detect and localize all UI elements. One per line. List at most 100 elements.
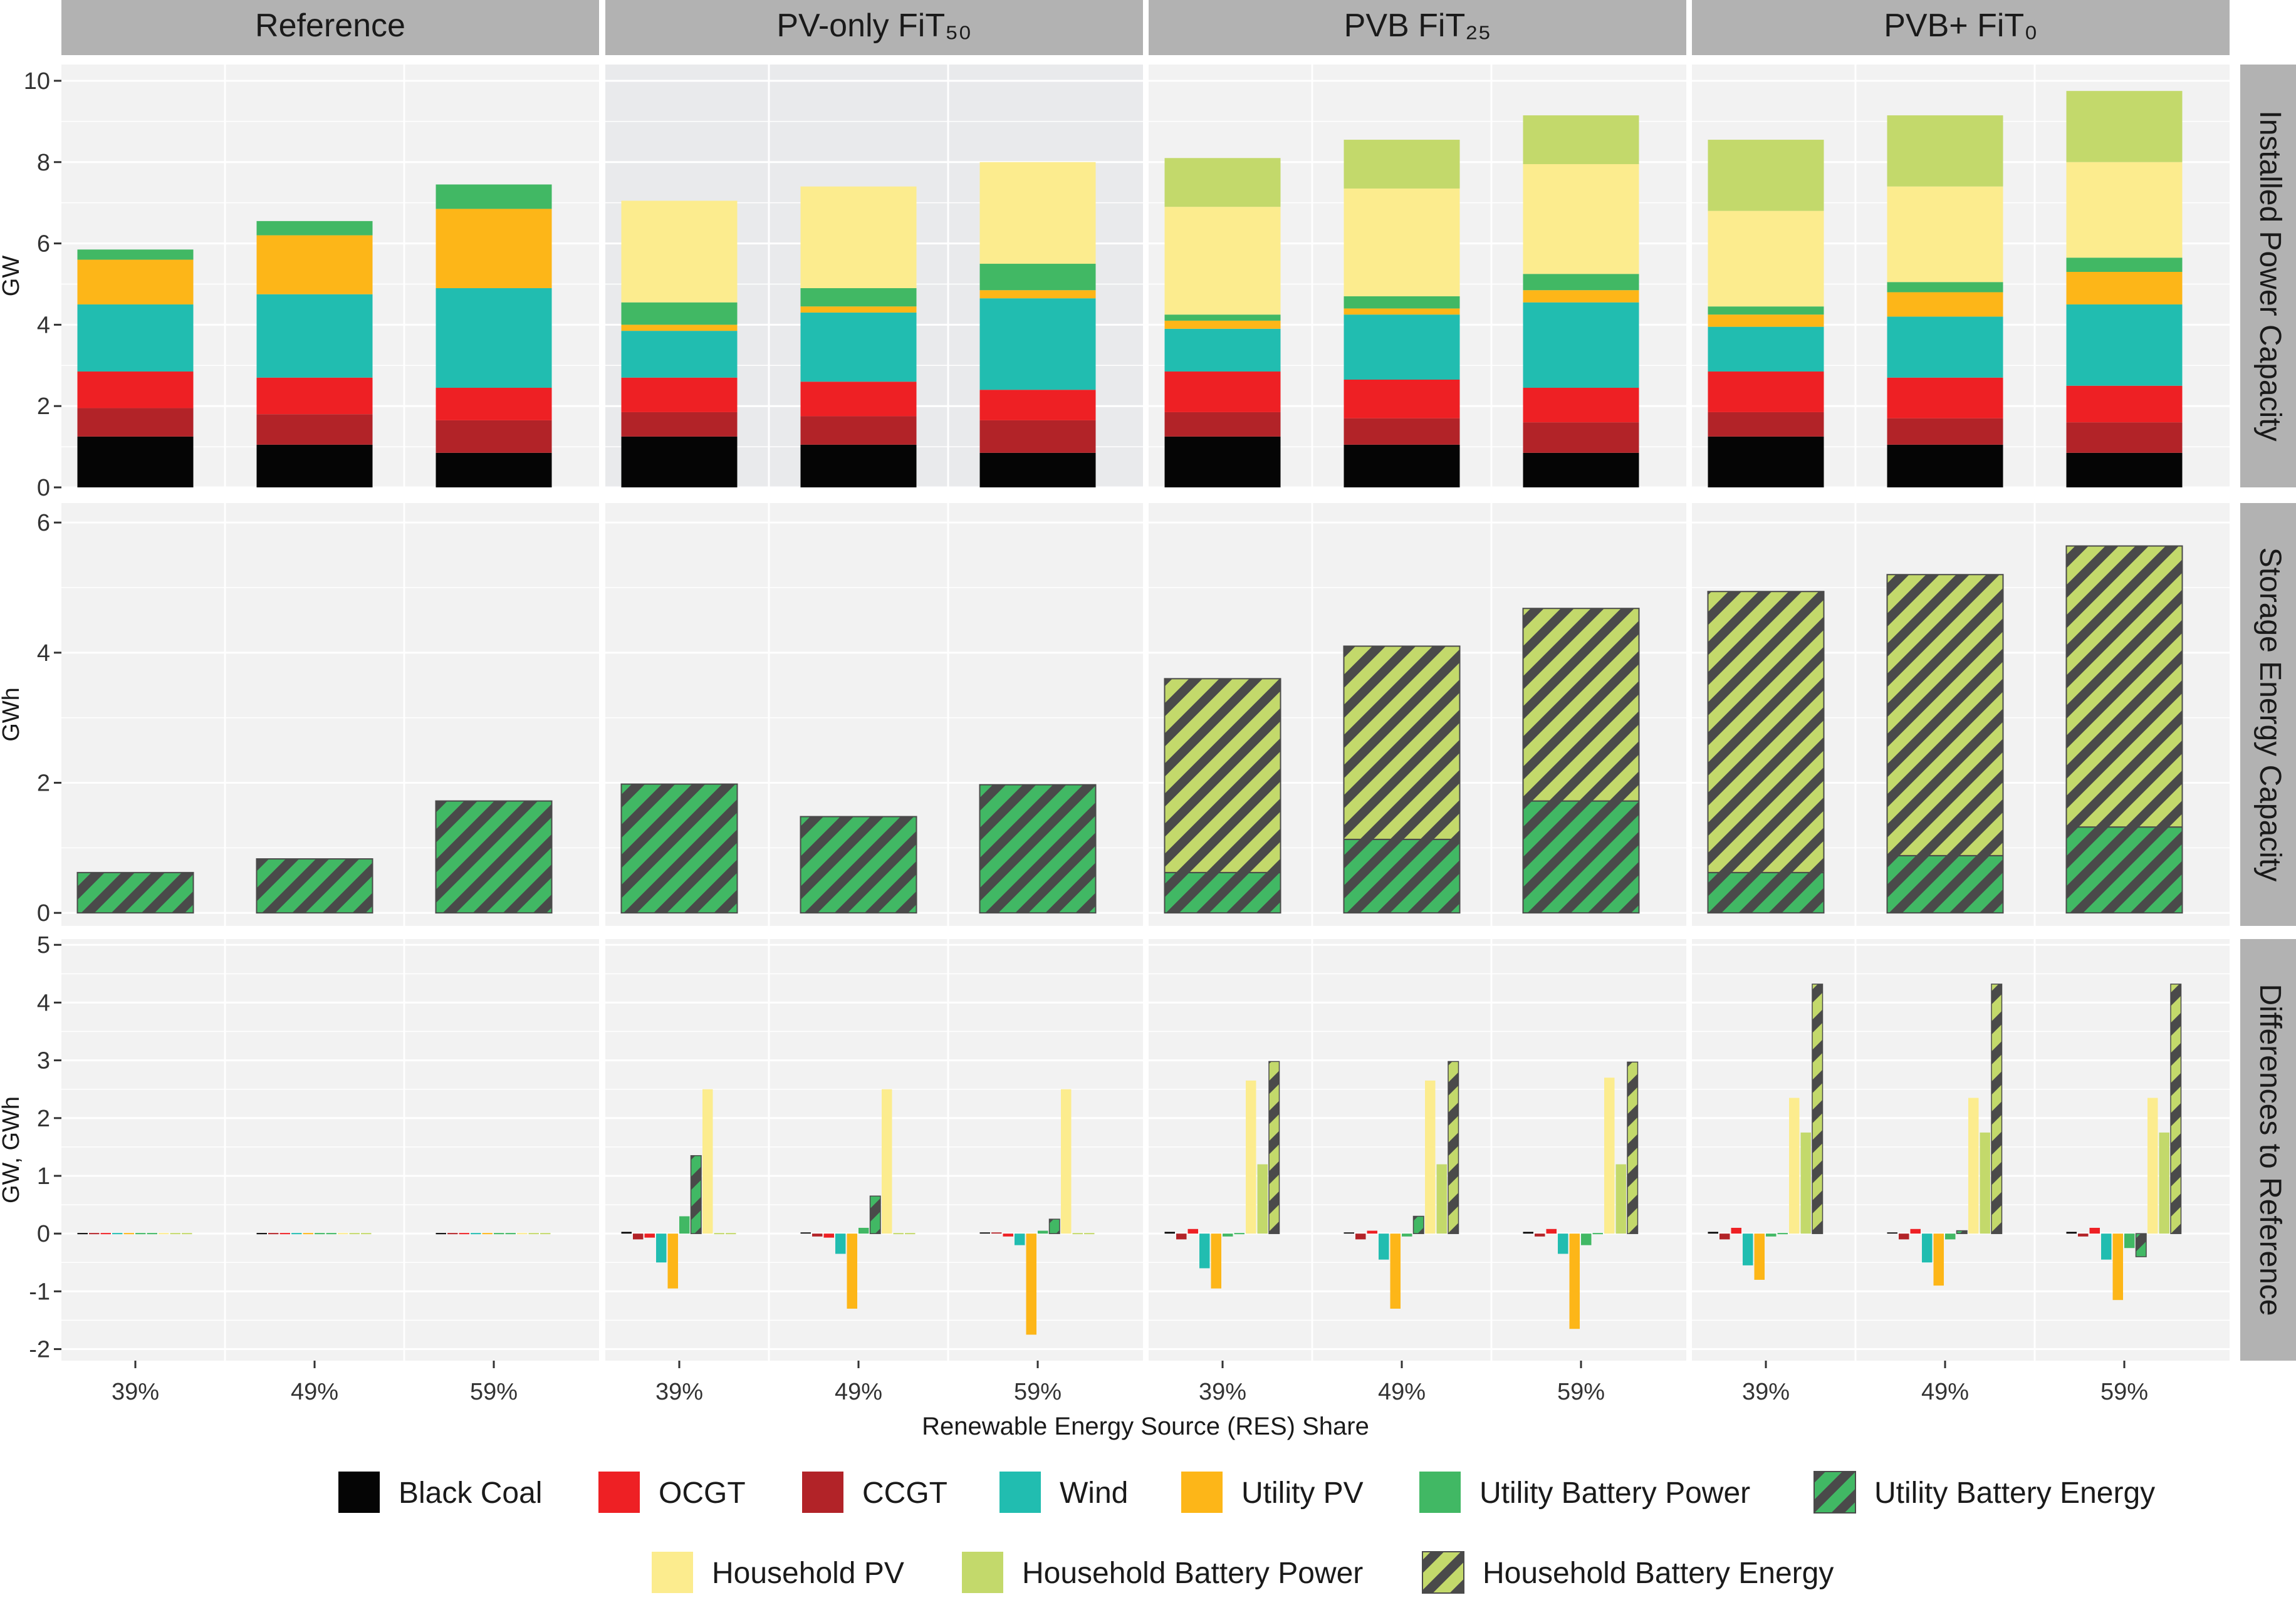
diff-bar-black-coal — [1344, 1232, 1354, 1234]
bar-segment-black-coal — [979, 452, 1096, 487]
legend-swatch — [1181, 1472, 1223, 1513]
diff-bar-black-coal — [1708, 1232, 1718, 1234]
bar-segment-ocgt — [979, 390, 1096, 420]
scenario-header-label: PVB+ FiT₀ — [1884, 8, 2038, 44]
diff-bar-ocgt — [459, 1233, 469, 1235]
bar-segment-wind — [256, 294, 373, 378]
diff-bar-household-battery-energy — [1991, 984, 2003, 1234]
legend-swatch — [802, 1472, 843, 1513]
diff-bar-wind — [1199, 1233, 1210, 1269]
panel-r1-c3 — [1149, 65, 1686, 489]
diff-bar-ocgt — [1003, 1233, 1013, 1237]
bar-segment-ccgt — [979, 420, 1096, 453]
bar-segment-utility-pv — [436, 209, 552, 288]
bar-segment-household-pv — [1523, 164, 1639, 274]
bar-segment-household-pv — [2066, 162, 2183, 258]
diff-bar-household-battery-power — [1072, 1233, 1083, 1235]
diff-bar-utility-pv — [1933, 1233, 1944, 1286]
diff-bar-black-coal — [77, 1233, 88, 1235]
panel-r2-c1 — [61, 503, 599, 926]
bar-segment-ocgt — [1708, 371, 1824, 412]
x-tick-label: 39% — [655, 1379, 703, 1405]
bar-segment-utility-pv — [1708, 314, 1824, 327]
bar-segment-utility-battery-power — [436, 184, 552, 209]
y-tick-label: 0 — [37, 900, 50, 927]
bar-segment-utility-battery-power — [1523, 274, 1639, 291]
row-strip-1: Installed Power Capacity GW 0 2 4 6 8 10 — [0, 65, 2296, 501]
bar-segment-ocgt — [1887, 377, 2003, 418]
bar-segment-household-pv — [979, 162, 1096, 264]
diff-bar-household-battery-energy — [1627, 1061, 1639, 1234]
x-tick-label: 59% — [1014, 1379, 1062, 1405]
panel-r3-c2: 39% 49% 59% — [605, 939, 1143, 1405]
diff-bar-utility-battery-power — [315, 1233, 325, 1235]
diff-bar-utility-battery-energy — [1412, 1215, 1424, 1234]
bar-segment-ccgt — [1164, 412, 1281, 437]
bar-segment-utility-battery-energy — [256, 858, 373, 914]
diff-bar-utility-battery-energy — [869, 1195, 881, 1234]
diff-bar-utility-pv — [1390, 1233, 1401, 1309]
legend-label: CCGT — [862, 1477, 947, 1510]
bar-segment-ocgt — [621, 377, 738, 412]
bar-segment-household-battery-energy — [1522, 608, 1640, 802]
bar-segment-wind — [436, 288, 552, 388]
bar-segment-utility-battery-power — [2066, 257, 2183, 273]
y-tick-label: -1 — [29, 1279, 50, 1305]
bar-segment-wind — [621, 331, 738, 378]
panel-r1-c1 — [61, 65, 599, 489]
bar-segment-utility-battery-energy — [1522, 800, 1640, 914]
bar-segment-ocgt — [77, 371, 194, 408]
diff-bar-household-battery-energy — [2170, 984, 2182, 1234]
bar-segment-black-coal — [1523, 452, 1639, 487]
x-tick-label: 49% — [291, 1379, 338, 1405]
diff-bar-utility-battery-energy — [505, 1233, 516, 1235]
bar-segment-wind — [1887, 316, 2003, 378]
diff-bar-household-pv — [702, 1089, 713, 1234]
panel-r2-c4 — [1692, 503, 2230, 926]
legend-swatch — [652, 1552, 693, 1593]
diff-bar-household-pv — [338, 1233, 348, 1235]
diff-bar-utility-battery-energy — [2135, 1233, 2147, 1257]
diff-bar-household-pv — [159, 1233, 169, 1235]
y-tick-label: 2 — [37, 1106, 50, 1132]
diff-bar-household-battery-power — [170, 1233, 180, 1235]
bar-segment-household-battery-power — [1523, 115, 1639, 165]
bar-segment-ccgt — [800, 416, 917, 445]
row-strip-bg — [2240, 939, 2296, 1361]
y-axis-label: GW — [0, 256, 24, 297]
bar-segment-household-battery-energy — [2065, 545, 2183, 828]
bar-segment-household-battery-power — [1164, 158, 1281, 207]
diff-bar-ccgt — [991, 1232, 1002, 1234]
bar-segment-household-battery-energy — [1707, 591, 1825, 873]
bar-segment-utility-battery-power — [1887, 282, 2003, 293]
diff-bar-household-battery-power — [1980, 1132, 1990, 1234]
bar-segment-ocgt — [1523, 387, 1639, 423]
legend-item-ccgt: CCGT — [802, 1472, 947, 1513]
diff-bar-ccgt — [1535, 1233, 1545, 1237]
scenario-header-1: Reference — [61, 0, 599, 55]
y-tick-label: 2 — [37, 393, 50, 420]
bar-segment-utility-pv — [2066, 272, 2183, 304]
diff-bar-ccgt — [633, 1233, 644, 1240]
y-axis-label: GWh — [0, 687, 24, 742]
legend-item-black-coal: Black Coal — [338, 1472, 542, 1513]
diff-bar-utility-pv — [847, 1233, 857, 1309]
x-tick-label: 59% — [470, 1379, 518, 1405]
legend-swatch — [1422, 1551, 1464, 1594]
row-strip-label: Storage Energy Capacity — [2253, 548, 2287, 882]
bar-segment-utility-battery-power — [1344, 296, 1460, 309]
bar-segment-utility-battery-power — [1164, 314, 1281, 321]
diff-bar-household-battery-energy — [1448, 1061, 1459, 1234]
panel-r1-c2 — [605, 65, 1143, 489]
bar-segment-utility-battery-energy — [1343, 838, 1461, 914]
bar-segment-black-coal — [1344, 444, 1460, 487]
x-tick-label: 39% — [1199, 1379, 1246, 1405]
diff-bar-ccgt — [1176, 1233, 1187, 1240]
y-tick-label: 0 — [37, 475, 50, 501]
diff-bar-wind — [1558, 1233, 1568, 1254]
bar-segment-ccgt — [77, 408, 194, 437]
y-tick-label: 2 — [37, 771, 50, 797]
x-tick-label: 59% — [1557, 1379, 1605, 1405]
scenario-header-label: PVB FiT₂₅ — [1344, 8, 1491, 44]
diff-bar-household-battery-energy — [1084, 1233, 1095, 1235]
